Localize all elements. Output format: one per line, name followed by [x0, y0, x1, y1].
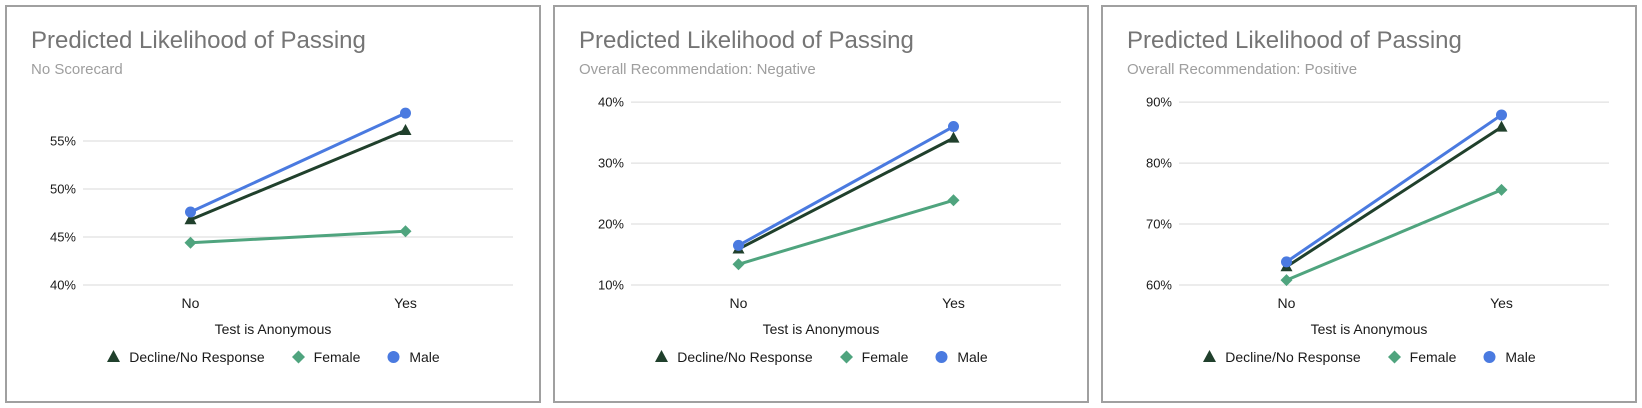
diamond-marker-icon — [1387, 350, 1401, 364]
data-point-marker — [1496, 109, 1507, 121]
legend-label: Female — [1409, 348, 1457, 365]
x-tick-label: Yes — [394, 295, 417, 311]
legend-label: Decline/No Response — [677, 348, 813, 365]
triangle-marker-icon — [655, 350, 669, 363]
y-tick-label: 45% — [50, 229, 76, 244]
data-point-marker — [185, 206, 196, 218]
x-tick-label: No — [730, 295, 748, 311]
y-tick-label: 30% — [598, 155, 624, 170]
chart-legend: Decline/No Response Female Male — [1127, 349, 1611, 365]
y-tick-label: 80% — [1146, 155, 1172, 170]
line-chart: 60% 70% 80% 90% No Yes — [1146, 94, 1609, 311]
diamond-marker-icon — [291, 350, 305, 364]
legend-item-decline-no-response: Decline/No Response — [654, 348, 813, 365]
triangle-marker-icon — [107, 350, 121, 363]
data-point-marker — [948, 120, 959, 132]
legend-item-decline-no-response: Decline/No Response — [1202, 348, 1361, 365]
x-axis-title: Test is Anonymous — [1310, 320, 1428, 337]
data-point-marker — [947, 131, 960, 143]
chart-card-no-scorecard: Predicted Likelihood of Passing No Score… — [5, 5, 541, 403]
y-tick-label: 60% — [1146, 277, 1172, 292]
data-point-marker — [1495, 183, 1508, 196]
circle-marker-icon — [1483, 351, 1496, 364]
y-tick-label: 10% — [598, 277, 624, 292]
legend-label: Female — [861, 348, 909, 365]
legend-label: Decline/No Response — [129, 348, 265, 365]
y-tick-label: 55% — [50, 133, 76, 148]
series-line — [1285, 125, 1503, 268]
series-line — [737, 136, 955, 251]
y-tick-label: 40% — [598, 94, 624, 109]
circle-marker-icon — [1483, 351, 1496, 364]
legend-label: Male — [957, 348, 988, 365]
chart-subtitle: No Scorecard — [31, 60, 123, 78]
series-line — [189, 111, 407, 214]
y-tick-label: 50% — [50, 181, 76, 196]
x-tick-label: Yes — [1490, 295, 1513, 311]
x-axis-title: Test is Anonymous — [214, 320, 332, 337]
data-point-marker — [184, 212, 197, 224]
circle-marker-icon — [935, 351, 948, 364]
data-point-marker — [732, 257, 745, 270]
series-line — [737, 124, 955, 247]
legend-label: Female — [313, 348, 361, 365]
chart-subtitle: Overall Recommendation: Positive — [1127, 60, 1358, 78]
circle-marker-icon — [387, 351, 400, 364]
legend-label: Decline/No Response — [1225, 348, 1361, 365]
chart-card-recommendation-positive: Predicted Likelihood of Passing Overall … — [1101, 5, 1637, 403]
legend-item-female: Female — [839, 348, 909, 365]
legend-item-male: Male — [934, 348, 988, 365]
series-line — [1285, 188, 1503, 282]
legend-label: Male — [1505, 348, 1536, 365]
y-tick-label: 20% — [598, 216, 624, 231]
triangle-marker-icon — [107, 350, 121, 363]
chart-legend: Decline/No Response Female Male — [579, 349, 1063, 365]
legend-item-male: Male — [386, 348, 440, 365]
legend-label: Male — [409, 348, 440, 365]
series-line — [1285, 113, 1503, 263]
data-point-marker — [184, 236, 197, 249]
data-point-marker — [1280, 273, 1293, 286]
data-point-marker — [1495, 120, 1508, 132]
data-point-marker — [1281, 255, 1292, 267]
circle-marker-icon — [387, 351, 400, 364]
x-tick-label: No — [182, 295, 200, 311]
x-tick-label: Yes — [942, 295, 965, 311]
legend-item-male: Male — [1482, 348, 1536, 365]
chart-title: Predicted Likelihood of Passing — [579, 27, 914, 54]
y-tick-label: 90% — [1146, 94, 1172, 109]
diamond-marker-icon — [839, 350, 853, 364]
line-chart: 10% 20% 30% 40% No Yes — [598, 94, 1061, 311]
triangle-marker-icon — [1203, 350, 1217, 363]
series-line — [189, 229, 407, 244]
legend-item-female: Female — [1387, 348, 1457, 365]
diamond-marker-icon — [839, 350, 853, 364]
chart-title: Predicted Likelihood of Passing — [31, 27, 366, 54]
diamond-marker-icon — [291, 350, 305, 364]
x-tick-label: No — [1278, 295, 1296, 311]
line-chart: 40% 45% 50% 55% No Yes — [50, 107, 513, 311]
chart-card-recommendation-negative: Predicted Likelihood of Passing Overall … — [553, 5, 1089, 403]
data-point-marker — [947, 193, 960, 206]
data-point-marker — [399, 123, 412, 135]
series-line — [189, 128, 407, 221]
diamond-marker-icon — [1387, 350, 1401, 364]
data-point-marker — [399, 224, 412, 237]
circle-marker-icon — [935, 351, 948, 364]
legend-item-female: Female — [291, 348, 361, 365]
triangle-marker-icon — [655, 350, 669, 363]
data-point-marker — [400, 107, 411, 119]
series-line — [737, 198, 955, 266]
y-tick-label: 70% — [1146, 216, 1172, 231]
chart-subtitle: Overall Recommendation: Negative — [579, 60, 816, 78]
chart-title: Predicted Likelihood of Passing — [1127, 27, 1462, 54]
y-tick-label: 40% — [50, 277, 76, 292]
legend-item-decline-no-response: Decline/No Response — [106, 348, 265, 365]
x-axis-title: Test is Anonymous — [762, 320, 880, 337]
triangle-marker-icon — [1203, 350, 1217, 363]
chart-legend: Decline/No Response Female Male — [31, 349, 515, 365]
data-point-marker — [733, 239, 744, 251]
